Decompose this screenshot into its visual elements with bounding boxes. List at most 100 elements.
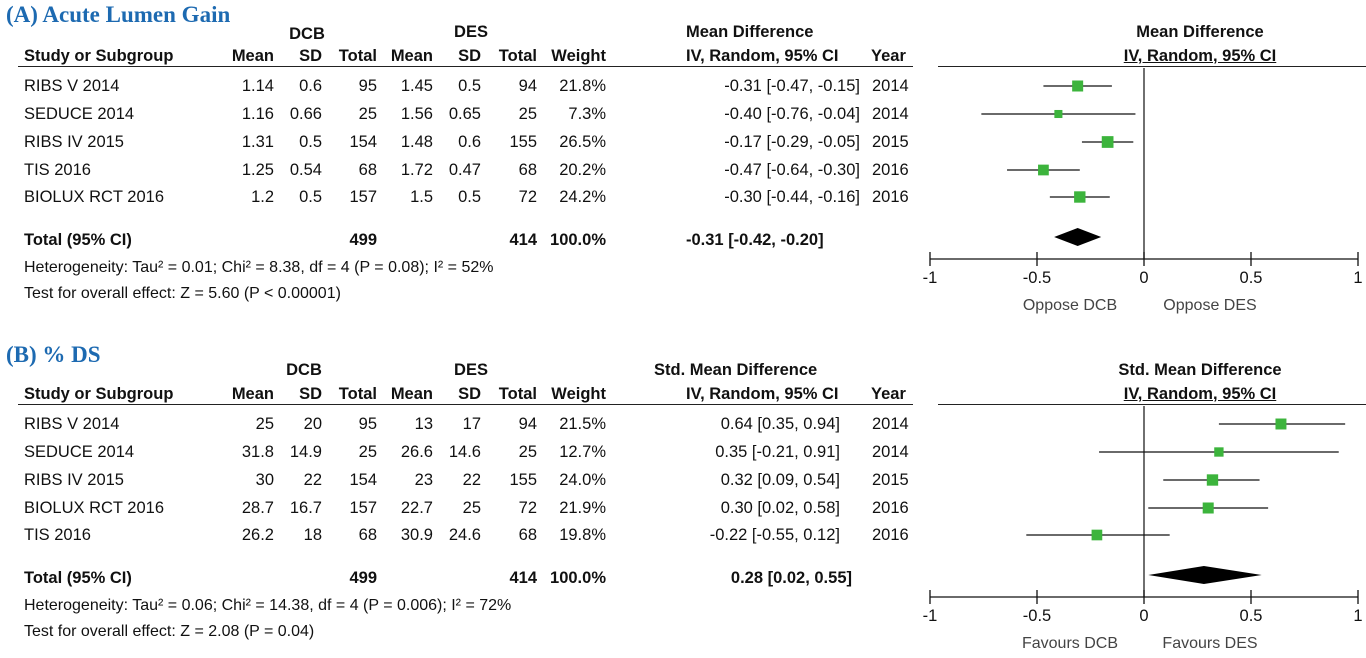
panel-title: (A) Acute Lumen Gain (6, 2, 231, 27)
total-ci: -0.31 [-0.42, -0.20] (686, 231, 824, 249)
total-dcb: 499 (349, 231, 377, 249)
cell-mean-dcb: 28.7 (241, 499, 274, 517)
study-estimate-marker (1214, 447, 1224, 457)
x-tick-label: 0 (1139, 607, 1148, 625)
study-name: RIBS V 2014 (24, 77, 120, 95)
cell-weight: 19.8% (559, 526, 606, 544)
cell-mean-des: 23 (414, 471, 433, 489)
cell-total-des: 25 (518, 105, 537, 123)
col-header-mean-des: Mean (390, 47, 433, 65)
cell-sd-dcb: 22 (303, 471, 322, 489)
cell-total-dcb: 157 (349, 188, 377, 206)
col-header-weight: Weight (551, 385, 606, 403)
study-name: TIS 2016 (24, 161, 91, 179)
cell-sd-dcb: 0.66 (289, 105, 322, 123)
cell-ci: -0.40 [-0.76, -0.04] (724, 105, 860, 123)
cell-sd-des: 14.6 (448, 443, 481, 461)
cell-weight: 12.7% (559, 443, 606, 461)
panel-title: (B) % DS (6, 342, 101, 367)
header-rule (18, 404, 913, 405)
study-name: SEDUCE 2014 (24, 105, 135, 123)
cell-year: 2014 (872, 443, 909, 461)
cell-weight: 7.3% (568, 105, 606, 123)
cell-mean-des: 30.9 (400, 526, 433, 544)
study-estimate-marker (1091, 529, 1103, 541)
col-header-sd-dcb: SD (299, 47, 322, 65)
cell-total-des: 25 (518, 443, 537, 461)
cell-mean-dcb: 25 (255, 415, 274, 433)
cell-total-des: 72 (518, 188, 537, 206)
cell-sd-dcb: 0.5 (299, 133, 322, 151)
col-header-ci: IV, Random, 95% CI (686, 47, 839, 65)
favours-right-label: Oppose DES (1163, 297, 1257, 314)
cell-weight: 24.0% (559, 471, 606, 489)
plot-method-header: IV, Random, 95% CI (1123, 47, 1277, 65)
heterogeneity-text: Heterogeneity: Tau² = 0.06; Chi² = 14.38… (24, 597, 512, 614)
col-header-year: Year (871, 47, 906, 65)
cell-total-dcb: 25 (358, 443, 377, 461)
favours-left-label: Oppose DCB (1022, 297, 1118, 314)
x-tick-label: -1 (923, 607, 938, 625)
cell-year: 2016 (872, 526, 909, 544)
cell-mean-des: 1.56 (400, 105, 433, 123)
col-header-mean-des: Mean (390, 385, 433, 403)
cell-ci: -0.22 [-0.55, 0.12] (709, 526, 840, 544)
cell-year: 2014 (872, 77, 909, 95)
cell-ci: 0.30 [0.02, 0.58] (720, 499, 840, 517)
cell-sd-des: 0.6 (458, 133, 481, 151)
cell-sd-des: 17 (462, 415, 481, 433)
cell-ci: 0.32 [0.09, 0.54] (720, 471, 840, 489)
cell-total-des: 155 (509, 471, 537, 489)
cell-sd-des: 0.5 (458, 77, 481, 95)
col-header-sd-dcb: SD (299, 385, 322, 403)
cell-mean-des: 22.7 (400, 499, 433, 517)
cell-total-dcb: 68 (358, 526, 377, 544)
cell-sd-dcb: 0.6 (299, 77, 322, 95)
x-tick-label: 1 (1353, 607, 1362, 625)
cell-total-des: 68 (518, 161, 537, 179)
cell-mean-des: 1.45 (400, 77, 433, 95)
study-estimate-marker (1074, 191, 1086, 203)
cell-total-dcb: 157 (349, 499, 377, 517)
cell-ci: -0.17 [-0.29, -0.05] (724, 133, 860, 151)
plot-header-rule (938, 404, 1366, 405)
cell-sd-des: 25 (462, 499, 481, 517)
cell-year: 2015 (872, 133, 909, 151)
plot-effect-header: Std. Mean Difference (1118, 361, 1282, 379)
col-header-sd-des: SD (458, 47, 481, 65)
cell-sd-dcb: 0.54 (289, 161, 322, 179)
study-name: RIBS IV 2015 (24, 471, 124, 489)
pooled-diamond (1054, 228, 1102, 246)
cell-sd-dcb: 16.7 (289, 499, 322, 517)
cell-year: 2016 (872, 499, 909, 517)
col-header-study: Study or Subgroup (24, 385, 174, 403)
heterogeneity-text: Heterogeneity: Tau² = 0.01; Chi² = 8.38,… (24, 259, 494, 276)
plot-header-rule (938, 66, 1366, 67)
effect-header: Mean Difference (686, 23, 814, 41)
col-header-mean-dcb: Mean (231, 47, 274, 65)
cell-weight: 21.5% (559, 415, 606, 433)
cell-mean-dcb: 1.16 (241, 105, 274, 123)
cell-weight: 21.8% (559, 77, 606, 95)
study-name: TIS 2016 (24, 526, 91, 544)
cell-mean-dcb: 1.2 (251, 188, 274, 206)
cell-total-des: 94 (518, 77, 537, 95)
cell-mean-des: 1.72 (400, 161, 433, 179)
study-estimate-marker (1202, 502, 1214, 514)
x-tick-label: -0.5 (1023, 269, 1051, 287)
col-header-weight: Weight (551, 47, 606, 65)
col-header-total-dcb: Total (338, 47, 377, 65)
forest-plot: -1 -0.5 0 0.5 1 (923, 68, 1363, 287)
header-rule (18, 66, 913, 67)
cell-mean-dcb: 26.2 (241, 526, 274, 544)
cell-sd-dcb: 20 (303, 415, 322, 433)
study-estimate-marker (1038, 164, 1049, 176)
overall-effect-text: Test for overall effect: Z = 2.08 (P = 0… (24, 623, 315, 640)
cell-mean-dcb: 30 (255, 471, 274, 489)
cell-ci: -0.47 [-0.64, -0.30] (724, 161, 860, 179)
study-name: BIOLUX RCT 2016 (24, 188, 165, 206)
cell-mean-des: 1.48 (400, 133, 433, 151)
cell-total-dcb: 68 (358, 161, 377, 179)
x-tick-label: -1 (923, 269, 938, 287)
group-header-dcb: DCB (289, 25, 325, 43)
